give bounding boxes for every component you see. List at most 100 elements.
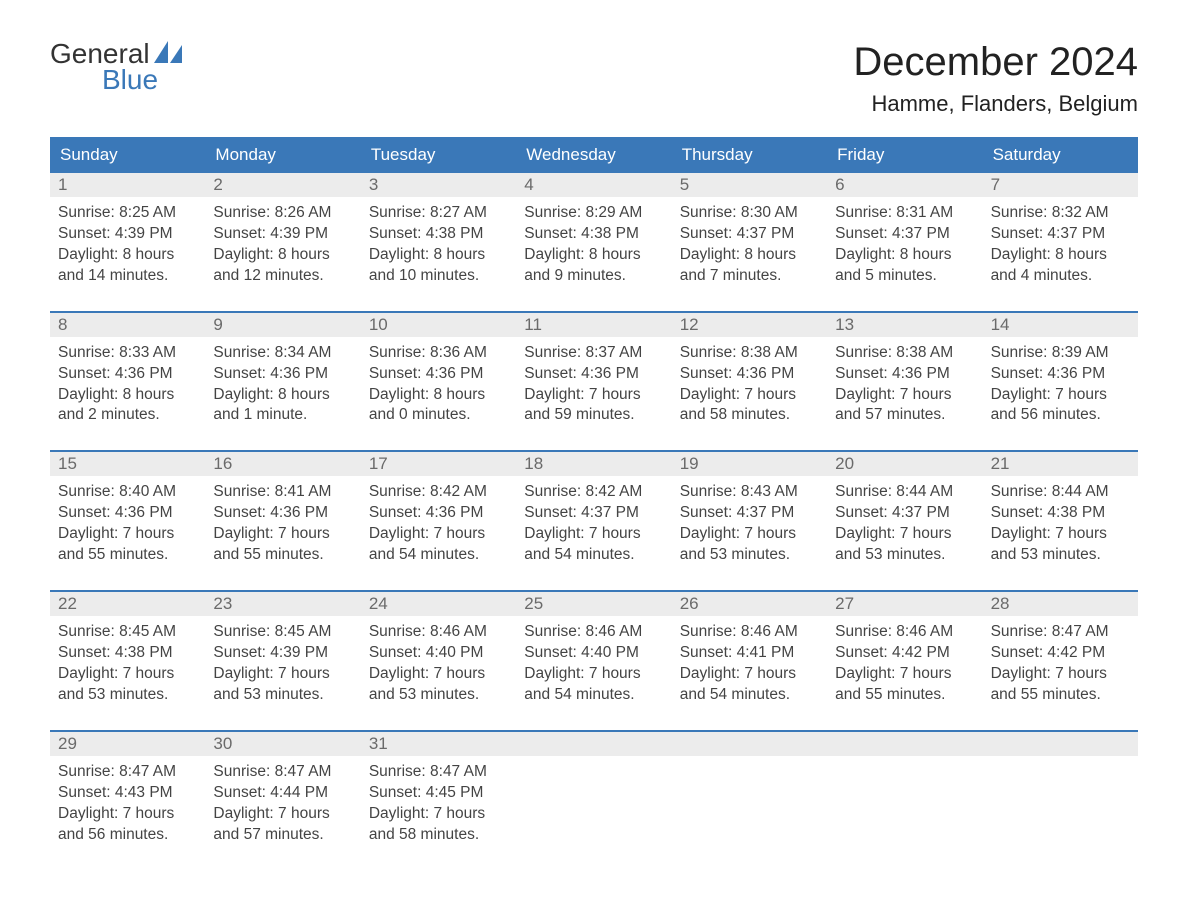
day-number: 31 — [361, 732, 516, 756]
day-cell: Sunrise: 8:32 AMSunset: 4:37 PMDaylight:… — [983, 197, 1138, 297]
sunrise-line: Sunrise: 8:37 AM — [524, 343, 663, 364]
day-number: 3 — [361, 173, 516, 197]
daylight-line: Daylight: 7 hours and 53 minutes. — [58, 664, 197, 706]
sunset-line: Sunset: 4:42 PM — [835, 643, 974, 664]
day-cell: Sunrise: 8:46 AMSunset: 4:40 PMDaylight:… — [516, 616, 671, 716]
sunrise-line: Sunrise: 8:36 AM — [369, 343, 508, 364]
daylight-line: Daylight: 7 hours and 53 minutes. — [835, 524, 974, 566]
sunset-line: Sunset: 4:38 PM — [58, 643, 197, 664]
sunrise-line: Sunrise: 8:47 AM — [213, 762, 352, 783]
sunset-line: Sunset: 4:44 PM — [213, 783, 352, 804]
day-number: 25 — [516, 592, 671, 616]
day-cell: Sunrise: 8:42 AMSunset: 4:37 PMDaylight:… — [516, 476, 671, 576]
day-cell — [983, 756, 1138, 856]
sunrise-line: Sunrise: 8:47 AM — [991, 622, 1130, 643]
day-number-row: 293031 — [50, 732, 1138, 756]
sunset-line: Sunset: 4:43 PM — [58, 783, 197, 804]
sunset-line: Sunset: 4:38 PM — [369, 224, 508, 245]
sunset-line: Sunset: 4:36 PM — [58, 503, 197, 524]
day-number — [672, 732, 827, 756]
day-cell: Sunrise: 8:34 AMSunset: 4:36 PMDaylight:… — [205, 337, 360, 437]
day-number-row: 22232425262728 — [50, 592, 1138, 616]
logo: General Blue — [50, 40, 182, 94]
day-cell: Sunrise: 8:44 AMSunset: 4:37 PMDaylight:… — [827, 476, 982, 576]
day-cell — [516, 756, 671, 856]
day-number: 15 — [50, 452, 205, 476]
sunset-line: Sunset: 4:42 PM — [991, 643, 1130, 664]
day-number: 18 — [516, 452, 671, 476]
day-number: 7 — [983, 173, 1138, 197]
day-number: 1 — [50, 173, 205, 197]
sunset-line: Sunset: 4:38 PM — [991, 503, 1130, 524]
sunrise-line: Sunrise: 8:42 AM — [524, 482, 663, 503]
day-cell: Sunrise: 8:42 AMSunset: 4:36 PMDaylight:… — [361, 476, 516, 576]
sunrise-line: Sunrise: 8:44 AM — [835, 482, 974, 503]
sunset-line: Sunset: 4:41 PM — [680, 643, 819, 664]
day-number: 12 — [672, 313, 827, 337]
sunrise-line: Sunrise: 8:38 AM — [835, 343, 974, 364]
weekday-header: Tuesday — [361, 137, 516, 173]
sunrise-line: Sunrise: 8:25 AM — [58, 203, 197, 224]
daylight-line: Daylight: 7 hours and 57 minutes. — [835, 385, 974, 427]
daylight-line: Daylight: 8 hours and 14 minutes. — [58, 245, 197, 287]
sunrise-line: Sunrise: 8:45 AM — [213, 622, 352, 643]
day-number: 20 — [827, 452, 982, 476]
daylight-line: Daylight: 8 hours and 10 minutes. — [369, 245, 508, 287]
sunset-line: Sunset: 4:37 PM — [524, 503, 663, 524]
day-cell: Sunrise: 8:46 AMSunset: 4:42 PMDaylight:… — [827, 616, 982, 716]
sunrise-line: Sunrise: 8:47 AM — [369, 762, 508, 783]
daylight-line: Daylight: 7 hours and 54 minutes. — [369, 524, 508, 566]
day-number: 26 — [672, 592, 827, 616]
sunset-line: Sunset: 4:39 PM — [213, 224, 352, 245]
sunrise-line: Sunrise: 8:42 AM — [369, 482, 508, 503]
day-number-row: 15161718192021 — [50, 452, 1138, 476]
sunrise-line: Sunrise: 8:46 AM — [369, 622, 508, 643]
day-cell: Sunrise: 8:44 AMSunset: 4:38 PMDaylight:… — [983, 476, 1138, 576]
sunrise-line: Sunrise: 8:31 AM — [835, 203, 974, 224]
daylight-line: Daylight: 8 hours and 5 minutes. — [835, 245, 974, 287]
weekday-header-row: SundayMondayTuesdayWednesdayThursdayFrid… — [50, 137, 1138, 173]
sunset-line: Sunset: 4:37 PM — [680, 503, 819, 524]
daylight-line: Daylight: 7 hours and 55 minutes. — [835, 664, 974, 706]
sunset-line: Sunset: 4:37 PM — [680, 224, 819, 245]
daylight-line: Daylight: 8 hours and 1 minute. — [213, 385, 352, 427]
day-cell: Sunrise: 8:25 AMSunset: 4:39 PMDaylight:… — [50, 197, 205, 297]
day-number — [516, 732, 671, 756]
day-cell: Sunrise: 8:31 AMSunset: 4:37 PMDaylight:… — [827, 197, 982, 297]
day-cell: Sunrise: 8:47 AMSunset: 4:43 PMDaylight:… — [50, 756, 205, 856]
day-cell: Sunrise: 8:38 AMSunset: 4:36 PMDaylight:… — [827, 337, 982, 437]
sunrise-line: Sunrise: 8:29 AM — [524, 203, 663, 224]
sunrise-line: Sunrise: 8:33 AM — [58, 343, 197, 364]
sunrise-line: Sunrise: 8:43 AM — [680, 482, 819, 503]
location-subtitle: Hamme, Flanders, Belgium — [853, 91, 1138, 117]
day-cell: Sunrise: 8:36 AMSunset: 4:36 PMDaylight:… — [361, 337, 516, 437]
day-number: 28 — [983, 592, 1138, 616]
sunset-line: Sunset: 4:37 PM — [991, 224, 1130, 245]
calendar: SundayMondayTuesdayWednesdayThursdayFrid… — [50, 137, 1138, 855]
calendar-week: 891011121314Sunrise: 8:33 AMSunset: 4:36… — [50, 311, 1138, 437]
daylight-line: Daylight: 7 hours and 55 minutes. — [213, 524, 352, 566]
day-cell: Sunrise: 8:38 AMSunset: 4:36 PMDaylight:… — [672, 337, 827, 437]
daylight-line: Daylight: 7 hours and 59 minutes. — [524, 385, 663, 427]
day-number: 11 — [516, 313, 671, 337]
sunrise-line: Sunrise: 8:46 AM — [835, 622, 974, 643]
sunset-line: Sunset: 4:39 PM — [213, 643, 352, 664]
day-cell: Sunrise: 8:27 AMSunset: 4:38 PMDaylight:… — [361, 197, 516, 297]
daylight-line: Daylight: 7 hours and 53 minutes. — [991, 524, 1130, 566]
weekday-header: Monday — [205, 137, 360, 173]
day-number — [827, 732, 982, 756]
sunset-line: Sunset: 4:37 PM — [835, 503, 974, 524]
day-cell: Sunrise: 8:39 AMSunset: 4:36 PMDaylight:… — [983, 337, 1138, 437]
day-cell — [827, 756, 982, 856]
sunrise-line: Sunrise: 8:46 AM — [680, 622, 819, 643]
calendar-week: 293031Sunrise: 8:47 AMSunset: 4:43 PMDay… — [50, 730, 1138, 856]
day-cell: Sunrise: 8:46 AMSunset: 4:40 PMDaylight:… — [361, 616, 516, 716]
day-cell: Sunrise: 8:37 AMSunset: 4:36 PMDaylight:… — [516, 337, 671, 437]
day-number: 22 — [50, 592, 205, 616]
day-number: 8 — [50, 313, 205, 337]
day-number-row: 1234567 — [50, 173, 1138, 197]
calendar-week: 15161718192021Sunrise: 8:40 AMSunset: 4:… — [50, 450, 1138, 576]
daylight-line: Daylight: 7 hours and 56 minutes. — [58, 804, 197, 846]
sunset-line: Sunset: 4:36 PM — [835, 364, 974, 385]
daylight-line: Daylight: 8 hours and 4 minutes. — [991, 245, 1130, 287]
